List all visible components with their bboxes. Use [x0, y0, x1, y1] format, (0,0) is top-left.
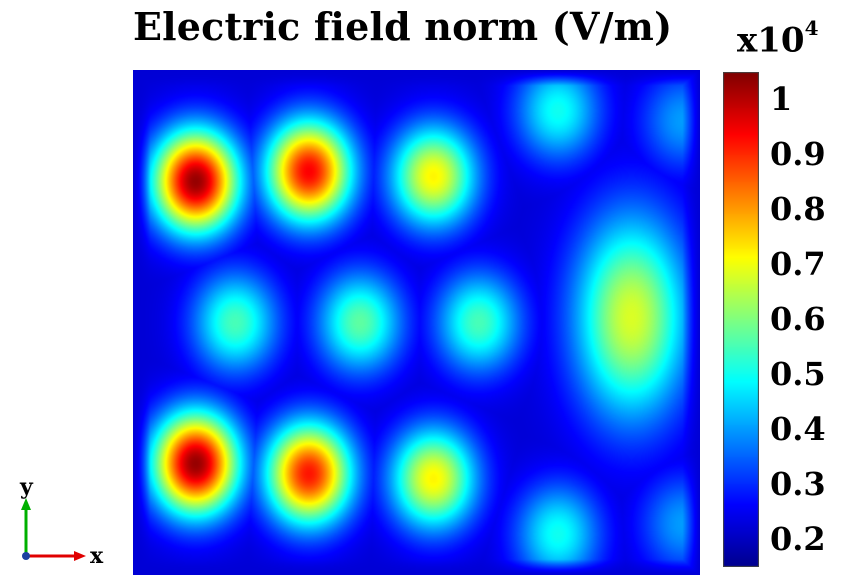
chart-title: Electric field norm (V/m): [133, 4, 673, 49]
colorbar: [723, 72, 759, 567]
y-axis-label: y: [19, 476, 34, 500]
colorbar-tick-labels: 1 0.9 0.8 0.7 0.6 0.5 0.4 0.3 0.2: [770, 0, 860, 576]
colorbar-tick-label: 0.7: [770, 245, 826, 284]
x-axis-label: x: [90, 543, 104, 569]
colorbar-tick-label: 0.5: [770, 354, 826, 393]
colorbar-multiplier-base: x10: [737, 20, 805, 61]
y-arrow-head-icon: [21, 498, 31, 510]
colorbar-multiplier: x104: [737, 16, 819, 61]
colorbar-tick-label: 0.8: [770, 190, 826, 229]
colorbar-multiplier-exponent: 4: [804, 16, 819, 40]
colorbar-tick-label: 0.6: [770, 300, 826, 338]
axes-indicator: y x: [19, 476, 104, 569]
origin-icon: [22, 552, 30, 560]
colorbar-tick-label: 1: [770, 80, 793, 119]
colorbar-tick-label: 0.2: [770, 519, 826, 558]
colorbar-tick-label: 0.3: [770, 464, 826, 503]
x-arrow-head-icon: [74, 551, 86, 561]
colorbar-tick-label: 0.9: [770, 135, 826, 174]
colorbar-tick-label: 0.4: [770, 409, 826, 448]
field-heatmap: [133, 70, 700, 575]
